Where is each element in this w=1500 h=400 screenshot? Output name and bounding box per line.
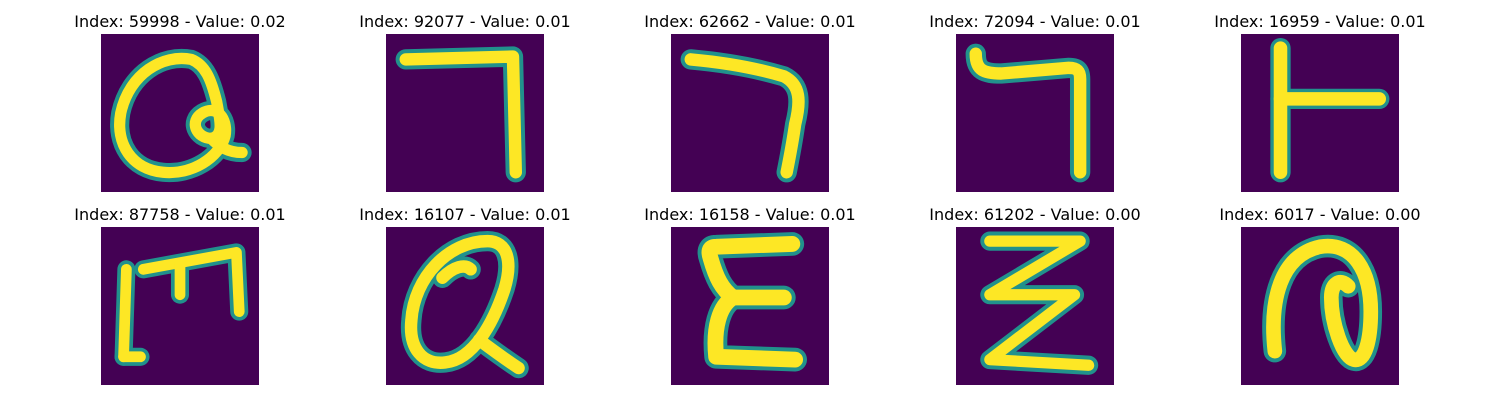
panel-title: Index: 6017 - Value: 0.00: [1219, 205, 1421, 224]
sample-panel-7: Index: 16107 - Value: 0.01: [325, 205, 605, 395]
sample-image: [386, 227, 544, 385]
sample-panel-5: Index: 16959 - Value: 0.01: [1180, 12, 1460, 202]
sample-image: [101, 34, 259, 192]
sample-image: [956, 227, 1114, 385]
panel-title: Index: 62662 - Value: 0.01: [644, 12, 856, 31]
sample-panel-1: Index: 59998 - Value: 0.02: [40, 12, 320, 202]
panel-title: Index: 92077 - Value: 0.01: [359, 12, 571, 31]
panel-title: Index: 87758 - Value: 0.01: [74, 205, 286, 224]
panel-title: Index: 16959 - Value: 0.01: [1214, 12, 1426, 31]
sample-panel-3: Index: 62662 - Value: 0.01: [610, 12, 890, 202]
sample-image: [386, 34, 544, 192]
sample-image: [671, 34, 829, 192]
sample-image: [101, 227, 259, 385]
panel-title: Index: 72094 - Value: 0.01: [929, 12, 1141, 31]
sample-image: [671, 227, 829, 385]
panel-title: Index: 16107 - Value: 0.01: [359, 205, 571, 224]
sample-panel-6: Index: 87758 - Value: 0.01: [40, 205, 320, 395]
sample-image: [956, 34, 1114, 192]
sample-panel-9: Index: 61202 - Value: 0.00: [895, 205, 1175, 395]
sample-image: [1241, 227, 1399, 385]
sample-panel-4: Index: 72094 - Value: 0.01: [895, 12, 1175, 202]
panel-title: Index: 16158 - Value: 0.01: [644, 205, 856, 224]
panel-title: Index: 61202 - Value: 0.00: [929, 205, 1141, 224]
panel-title: Index: 59998 - Value: 0.02: [74, 12, 286, 31]
sample-image: [1241, 34, 1399, 192]
sample-panel-2: Index: 92077 - Value: 0.01: [325, 12, 605, 202]
sample-panel-8: Index: 16158 - Value: 0.01: [610, 205, 890, 395]
sample-panel-10: Index: 6017 - Value: 0.00: [1180, 205, 1460, 395]
